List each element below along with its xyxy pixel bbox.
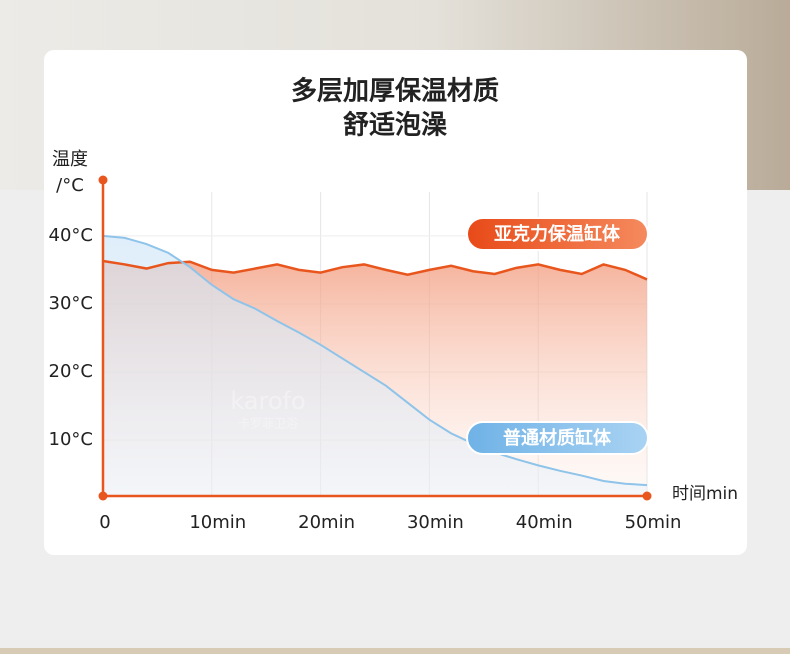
x-tick-label: 0: [99, 512, 110, 533]
legend-label: 普通材质缸体: [503, 427, 612, 449]
bottom-strip: [0, 648, 790, 654]
y-tick-label: 30°C: [49, 293, 93, 314]
series-line: [102, 259, 648, 281]
legend-label: 亚克力保温缸体: [494, 223, 621, 245]
series-line: [102, 234, 648, 487]
legend-pill: [466, 217, 649, 251]
y-tick-label: 40°C: [49, 225, 93, 246]
x-tick-label: 30min: [407, 512, 464, 533]
watermark: 卡罗菲卫浴: [238, 417, 298, 431]
x-axis-label: 时间min: [672, 484, 738, 504]
x-tick-label: 20min: [298, 512, 355, 533]
y-axis-label: /°C: [56, 175, 84, 196]
x-tick-label: 40min: [516, 512, 573, 533]
y-axis-label: 温度: [52, 149, 88, 170]
x-tick-label: 10min: [189, 512, 246, 533]
area-fill: [103, 235, 647, 496]
chart-subtitle: 舒适泡澡: [343, 110, 448, 141]
legend-pill: [466, 421, 649, 455]
y-tick-label: 10°C: [49, 429, 93, 450]
chart-title: 多层加厚保温材质: [291, 77, 499, 107]
axis-end-dot: [98, 491, 108, 501]
x-tick-label: 50min: [625, 512, 682, 533]
axis-end-dot: [642, 491, 652, 501]
watermark: karofo: [230, 387, 305, 415]
y-tick-label: 20°C: [49, 361, 93, 382]
axis-end-dot: [98, 175, 108, 185]
